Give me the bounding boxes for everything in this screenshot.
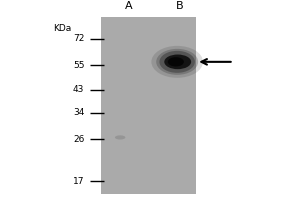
Ellipse shape bbox=[115, 135, 125, 140]
Text: 72: 72 bbox=[73, 34, 84, 43]
Text: 55: 55 bbox=[73, 61, 84, 70]
Text: 43: 43 bbox=[73, 85, 84, 94]
Text: 26: 26 bbox=[73, 135, 84, 144]
Text: B: B bbox=[176, 1, 184, 11]
Text: 17: 17 bbox=[73, 177, 84, 186]
Ellipse shape bbox=[152, 46, 203, 78]
Ellipse shape bbox=[164, 55, 191, 69]
Bar bbox=[101, 17, 196, 194]
Ellipse shape bbox=[156, 49, 198, 75]
Text: 34: 34 bbox=[73, 108, 84, 117]
Ellipse shape bbox=[168, 57, 184, 66]
Text: KDa: KDa bbox=[53, 24, 71, 33]
Ellipse shape bbox=[159, 51, 195, 73]
Text: A: A bbox=[125, 1, 133, 11]
